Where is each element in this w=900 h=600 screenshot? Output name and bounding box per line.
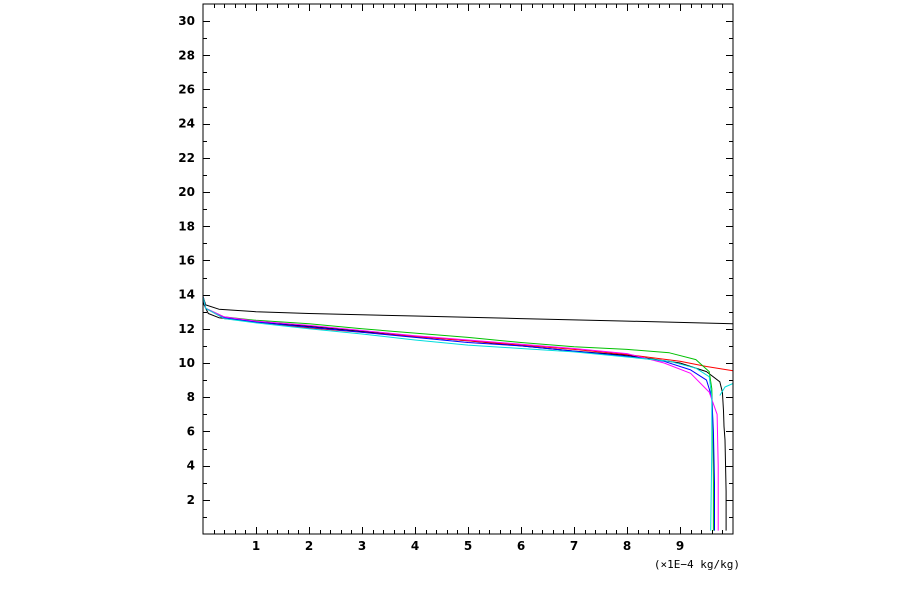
y-tick-label: 22 — [178, 151, 195, 165]
y-tick-label: 14 — [178, 288, 195, 302]
x-tick-label: 3 — [358, 539, 366, 553]
x-tick-label: 4 — [411, 539, 419, 553]
x-tick-label: 2 — [305, 539, 313, 553]
series-line-8 — [719, 383, 734, 396]
x-tick-label: 8 — [623, 539, 631, 553]
series-line-6 — [202, 296, 719, 531]
y-tick-label: 6 — [187, 424, 195, 438]
y-tick-label: 2 — [187, 493, 195, 507]
plot-frame — [202, 3, 734, 535]
x-tick-label: 5 — [464, 539, 472, 553]
x-axis-unit-label: (×1E−4 kg/kg) — [654, 558, 740, 571]
y-tick-label: 28 — [178, 48, 195, 62]
series-line-7 — [202, 4, 713, 531]
y-tick-label: 10 — [178, 356, 195, 370]
x-tick-label: 7 — [570, 539, 578, 553]
y-tick-label: 12 — [178, 322, 195, 336]
series-line-2 — [202, 296, 734, 325]
series-line-5 — [202, 296, 715, 531]
series-line-1 — [202, 296, 727, 531]
x-tick-label: 6 — [517, 539, 525, 553]
y-tick-label: 18 — [178, 219, 195, 233]
y-tick-label: 4 — [187, 459, 195, 473]
x-tick-label: 9 — [676, 539, 684, 553]
y-tick-label: 16 — [178, 253, 195, 267]
series-lines — [202, 4, 734, 531]
series-line-4 — [202, 296, 714, 531]
y-tick-label: 20 — [178, 185, 195, 199]
y-tick-label: 26 — [178, 82, 195, 96]
axis-ticks — [203, 4, 733, 534]
y-tick-label: 30 — [178, 14, 195, 28]
x-tick-label: 1 — [252, 539, 260, 553]
y-tick-label: 8 — [187, 390, 195, 404]
y-tick-label: 24 — [178, 117, 195, 131]
